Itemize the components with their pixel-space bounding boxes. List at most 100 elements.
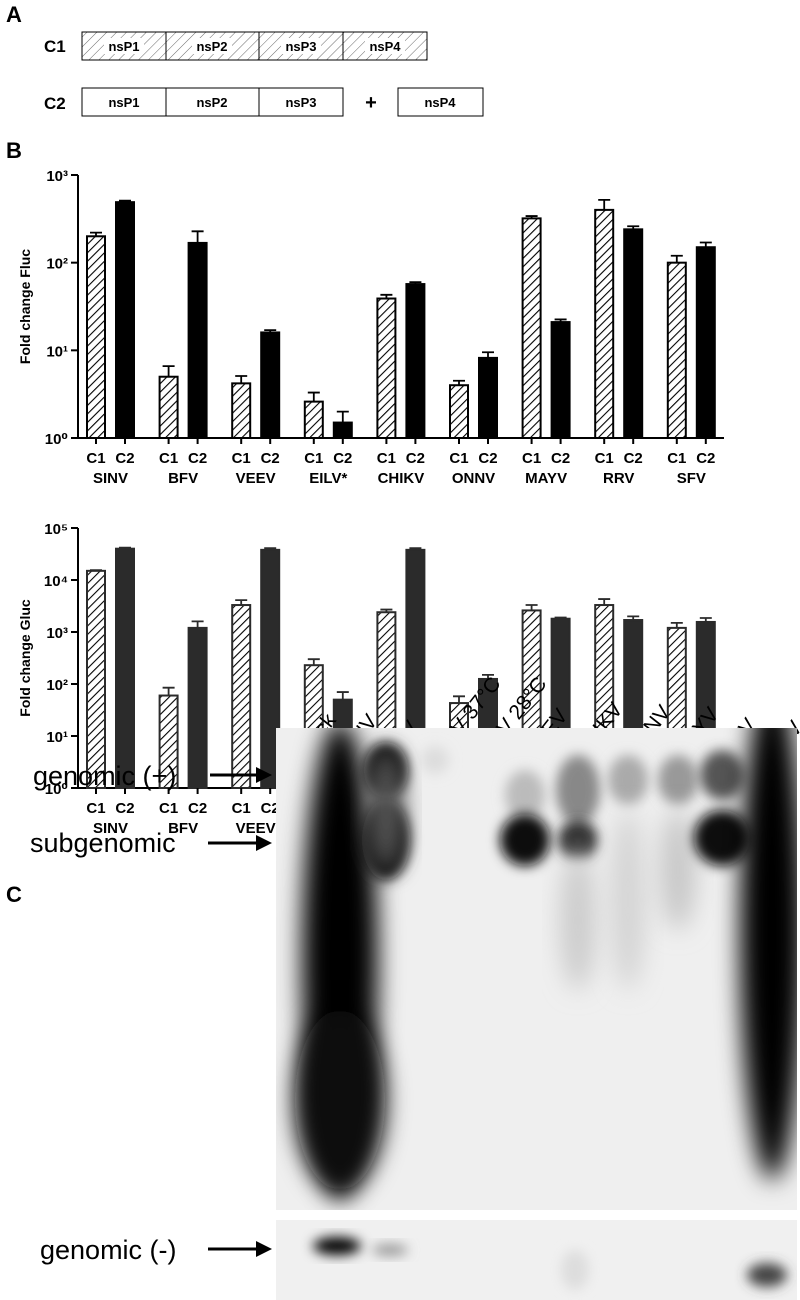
x-tick-label: C1 bbox=[159, 450, 178, 467]
x-tick-label: C2 bbox=[696, 450, 715, 467]
error-bar bbox=[670, 621, 683, 628]
x-tick-label: C2 bbox=[188, 450, 207, 467]
blot-top bbox=[276, 728, 797, 1210]
error-bar bbox=[482, 351, 494, 358]
x-tick-label: C1 bbox=[159, 800, 178, 817]
error-bar bbox=[380, 608, 393, 613]
x-tick-label: C1 bbox=[667, 450, 686, 467]
y-tick-label: 10⁴ bbox=[44, 573, 68, 590]
arrow-head bbox=[256, 1241, 272, 1257]
x-tick-label: C1 bbox=[377, 450, 396, 467]
error-bar bbox=[307, 391, 320, 402]
error-bar bbox=[699, 241, 712, 248]
construct-c2: nsP1 nsP2 nsP3 + nsP4 bbox=[81, 87, 484, 117]
blot-signal bbox=[313, 1237, 787, 1290]
x-tick-label: C2 bbox=[478, 450, 497, 467]
error-bar bbox=[482, 673, 494, 679]
error-bar bbox=[554, 616, 567, 619]
category-label: SINV bbox=[93, 820, 128, 837]
segment-label: nsP2 bbox=[196, 39, 227, 54]
construct-label: C2 bbox=[44, 94, 66, 113]
error-bar bbox=[453, 379, 465, 386]
bar bbox=[158, 375, 179, 440]
error-bar bbox=[336, 410, 349, 423]
bar bbox=[86, 235, 106, 439]
blot-bottom bbox=[276, 1220, 797, 1300]
label-bg bbox=[104, 38, 144, 54]
error-bar bbox=[627, 225, 640, 230]
y-tick-label: 10² bbox=[46, 256, 68, 273]
error-bar bbox=[598, 598, 611, 606]
category-label: ONNV bbox=[452, 470, 495, 487]
x-tick-label: C2 bbox=[261, 450, 280, 467]
construct-box bbox=[397, 87, 484, 117]
bar bbox=[332, 421, 353, 439]
error-bar bbox=[554, 318, 567, 323]
bar bbox=[666, 261, 687, 439]
y-tick-label: 10¹ bbox=[46, 343, 68, 360]
y-tick-label: 10³ bbox=[46, 168, 68, 185]
arrow-head bbox=[256, 835, 272, 851]
category-label: BFV bbox=[168, 470, 198, 487]
x-tick-label: C1 bbox=[595, 450, 614, 467]
bar bbox=[449, 384, 469, 440]
error-bar bbox=[235, 375, 248, 384]
segment-label: nsP4 bbox=[369, 39, 401, 54]
category-label: MAYV bbox=[525, 470, 567, 487]
band-label: genomic (+) bbox=[33, 761, 176, 791]
error-bar bbox=[598, 198, 611, 210]
bar bbox=[594, 208, 615, 439]
bar bbox=[405, 283, 426, 439]
error-bar bbox=[119, 199, 131, 203]
x-tick-label: C1 bbox=[522, 450, 541, 467]
label-bg bbox=[281, 38, 321, 54]
x-tick-label: C2 bbox=[115, 450, 134, 467]
panel-label: C bbox=[6, 882, 22, 907]
bar bbox=[623, 228, 644, 439]
x-tick-label: C1 bbox=[232, 800, 251, 817]
bar bbox=[521, 217, 542, 439]
x-tick-label: C1 bbox=[232, 450, 251, 467]
x-tick-label: C1 bbox=[304, 450, 323, 467]
blot-signal bbox=[295, 728, 797, 1200]
x-tick-label: C2 bbox=[624, 450, 643, 467]
construct-label: C1 bbox=[44, 37, 66, 56]
category-label: VEEV bbox=[236, 820, 276, 837]
x-tick-label: C2 bbox=[188, 800, 207, 817]
category-label: SFV bbox=[677, 470, 706, 487]
bar bbox=[303, 400, 324, 439]
error-bar bbox=[90, 231, 102, 237]
error-bar bbox=[162, 686, 175, 696]
bar bbox=[187, 241, 208, 439]
bar bbox=[260, 331, 281, 439]
error-bar bbox=[627, 615, 640, 621]
bar bbox=[231, 382, 252, 440]
error-bar bbox=[336, 691, 349, 700]
arrow-head bbox=[256, 767, 272, 783]
error-bar bbox=[453, 695, 465, 704]
panel-label: A bbox=[6, 2, 22, 27]
category-label: RRV bbox=[603, 470, 634, 487]
label-bg bbox=[365, 38, 405, 54]
plus-sign: + bbox=[365, 92, 377, 114]
error-bar bbox=[119, 546, 131, 549]
error-bar bbox=[191, 620, 204, 628]
category-label: BFV bbox=[168, 820, 198, 837]
bar bbox=[86, 569, 106, 789]
error-bar bbox=[525, 215, 538, 219]
bar bbox=[115, 201, 135, 439]
y-tick-label: 10⁰ bbox=[45, 781, 68, 798]
error-bar bbox=[380, 293, 393, 299]
x-tick-label: C2 bbox=[115, 800, 134, 817]
error-bar bbox=[699, 617, 712, 622]
bar bbox=[115, 547, 135, 789]
panel-label: B bbox=[6, 138, 22, 163]
category-label: EILV* bbox=[309, 470, 347, 487]
x-tick-label: C1 bbox=[449, 450, 468, 467]
y-tick-label: 10³ bbox=[46, 625, 68, 642]
bar bbox=[231, 604, 252, 790]
segment-label: nsP1 bbox=[108, 95, 139, 110]
segment-label: nsP3 bbox=[285, 39, 316, 54]
